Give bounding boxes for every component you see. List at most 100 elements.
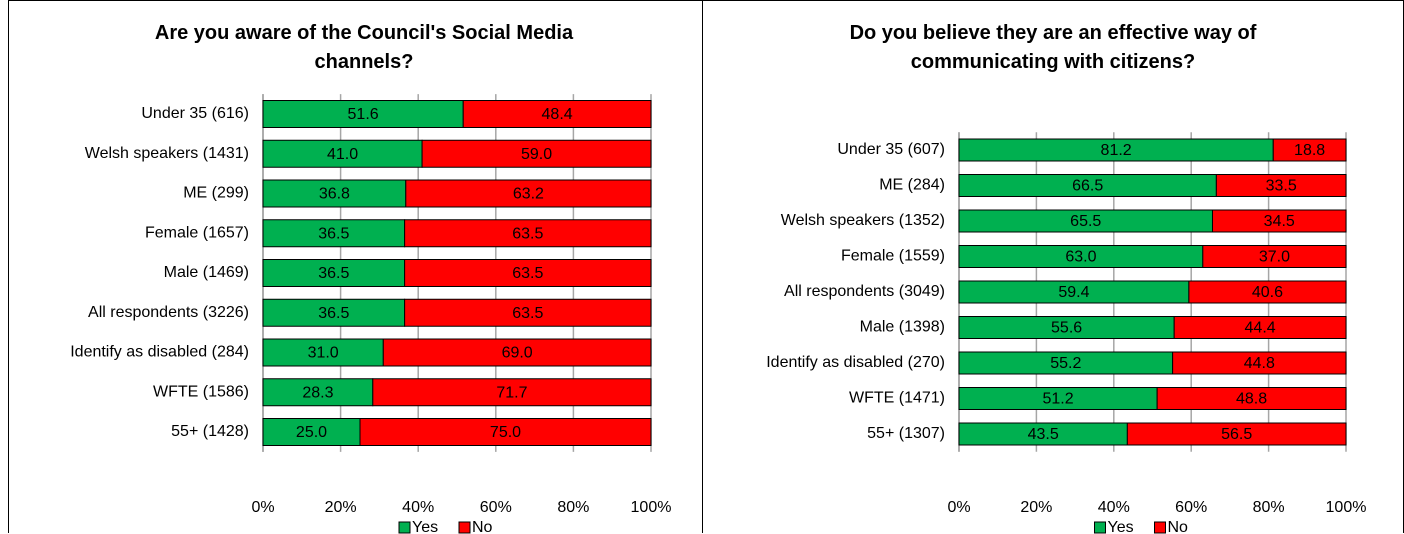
y-tick-label: Female (1559) [841, 248, 945, 265]
bar-segment [404, 259, 652, 287]
bar-segment [262, 219, 406, 248]
bar-segment [405, 179, 652, 208]
y-tick-label: ME (284) [879, 177, 945, 194]
x-tick-label: 60% [1175, 499, 1207, 516]
legend-swatch [1094, 521, 1106, 534]
x-tick-label: 0% [251, 499, 274, 516]
y-tick-label: Identify as disabled (270) [766, 354, 945, 371]
data-label: 55.2 [1050, 355, 1081, 372]
x-tick-label: 40% [402, 499, 434, 516]
chart-panel: Do you believe they are an effective way… [702, 0, 1404, 534]
y-tick-label: Male (1469) [164, 264, 249, 281]
x-tick-label: 80% [1253, 499, 1285, 516]
data-label: 59.4 [1058, 284, 1089, 301]
data-label: 33.5 [1266, 178, 1297, 195]
data-label: 48.8 [1236, 391, 1267, 408]
y-tick-label: Under 35 (616) [141, 105, 249, 122]
y-tick-label: WFTE (1471) [849, 390, 945, 407]
bar-segment [262, 298, 406, 327]
data-label: 36.5 [318, 265, 349, 282]
bar-segment [1172, 351, 1347, 375]
data-label: 44.8 [1244, 355, 1275, 372]
y-tick-label: Welsh speakers (1431) [85, 145, 249, 162]
chart: 0% 20% 40% 60% 80% 100% Under 35 (607) 81.2 18.8… [766, 132, 1367, 534]
legend-swatch [398, 521, 411, 534]
x-tick-label: 60% [480, 499, 512, 516]
data-label: 48.4 [542, 106, 573, 123]
chart-panel: Are you aware of the Council's Social Me… [8, 0, 702, 534]
data-label: 28.3 [302, 384, 333, 401]
data-label: 63.5 [512, 305, 543, 322]
data-label: 25.0 [296, 424, 327, 441]
bar-segment [1173, 316, 1347, 339]
data-label: 44.4 [1245, 320, 1276, 337]
bar-segment [1272, 138, 1347, 162]
bar-segment [421, 139, 652, 168]
y-tick-label: Identify as disabled (284) [70, 344, 249, 361]
bar-segment [1211, 209, 1347, 233]
data-label: 55.6 [1051, 320, 1082, 337]
x-tick-label: 40% [1098, 499, 1130, 516]
data-label: 63.5 [512, 265, 543, 282]
bar-segment [382, 338, 652, 367]
data-label: 18.8 [1294, 142, 1325, 159]
data-label: 31.0 [308, 345, 339, 362]
data-label: 71.7 [496, 384, 527, 401]
data-label: 63.2 [513, 186, 544, 203]
bar-segment [1202, 245, 1347, 268]
data-label: 69.0 [502, 345, 533, 362]
bar-segment [1215, 174, 1347, 197]
y-tick-label: Under 35 (607) [837, 141, 945, 158]
x-tick-label: 100% [1326, 499, 1367, 516]
chart-title: Do you believe they are an effective way… [849, 22, 1257, 73]
y-tick-label: Male (1398) [860, 319, 945, 336]
y-tick-label: All respondents (3049) [784, 283, 945, 300]
legend-label: Yes [412, 519, 438, 534]
data-label: 51.6 [348, 106, 379, 123]
data-label: 63.5 [512, 225, 543, 242]
data-label: 56.5 [1221, 426, 1252, 443]
bar-segment [262, 139, 423, 168]
bar-segment [1188, 280, 1347, 304]
bar-segment [1156, 387, 1347, 410]
bar-segment [262, 338, 384, 367]
bar-segment [359, 418, 652, 446]
y-tick-label: Female (1657) [145, 224, 249, 241]
x-tick-label: 20% [1020, 499, 1052, 516]
bar-segment [404, 298, 652, 327]
x-tick-label: 0% [947, 499, 970, 516]
data-label: 36.8 [319, 186, 350, 203]
data-label: 36.5 [318, 305, 349, 322]
y-tick-label: 55+ (1307) [867, 425, 945, 442]
data-label: 41.0 [327, 146, 358, 163]
x-tick-label: 20% [325, 499, 357, 516]
data-label: 59.0 [521, 146, 552, 163]
data-label: 36.5 [318, 225, 349, 242]
data-label: 37.0 [1259, 249, 1290, 266]
data-label: 51.2 [1043, 391, 1074, 408]
data-label: 65.5 [1070, 213, 1101, 230]
legend-swatch [458, 521, 471, 534]
x-tick-label: 80% [557, 499, 589, 516]
bar-segment [262, 179, 407, 208]
data-label: 63.0 [1065, 249, 1096, 266]
data-label: 34.5 [1264, 213, 1295, 230]
bar-segment [1126, 422, 1347, 446]
y-tick-label: Welsh speakers (1352) [781, 212, 945, 229]
legend-label: No [1168, 519, 1189, 534]
data-label: 40.6 [1252, 284, 1283, 301]
y-tick-label: ME (299) [183, 185, 249, 202]
data-label: 75.0 [490, 424, 521, 441]
chart: 0% 20% 40% 60% 80% 100% Under 35 (616) 51.6 48.4… [70, 94, 671, 534]
legend-swatch [1154, 521, 1166, 534]
legend-label: Yes [1108, 519, 1134, 534]
data-label: 66.5 [1072, 178, 1103, 195]
data-label: 81.2 [1101, 142, 1132, 159]
bar-segment [262, 259, 406, 287]
y-tick-label: WFTE (1586) [153, 383, 249, 400]
bar-segment [262, 418, 361, 446]
bar-segment [462, 100, 652, 128]
bar-segment [404, 219, 652, 248]
data-label: 43.5 [1028, 426, 1059, 443]
